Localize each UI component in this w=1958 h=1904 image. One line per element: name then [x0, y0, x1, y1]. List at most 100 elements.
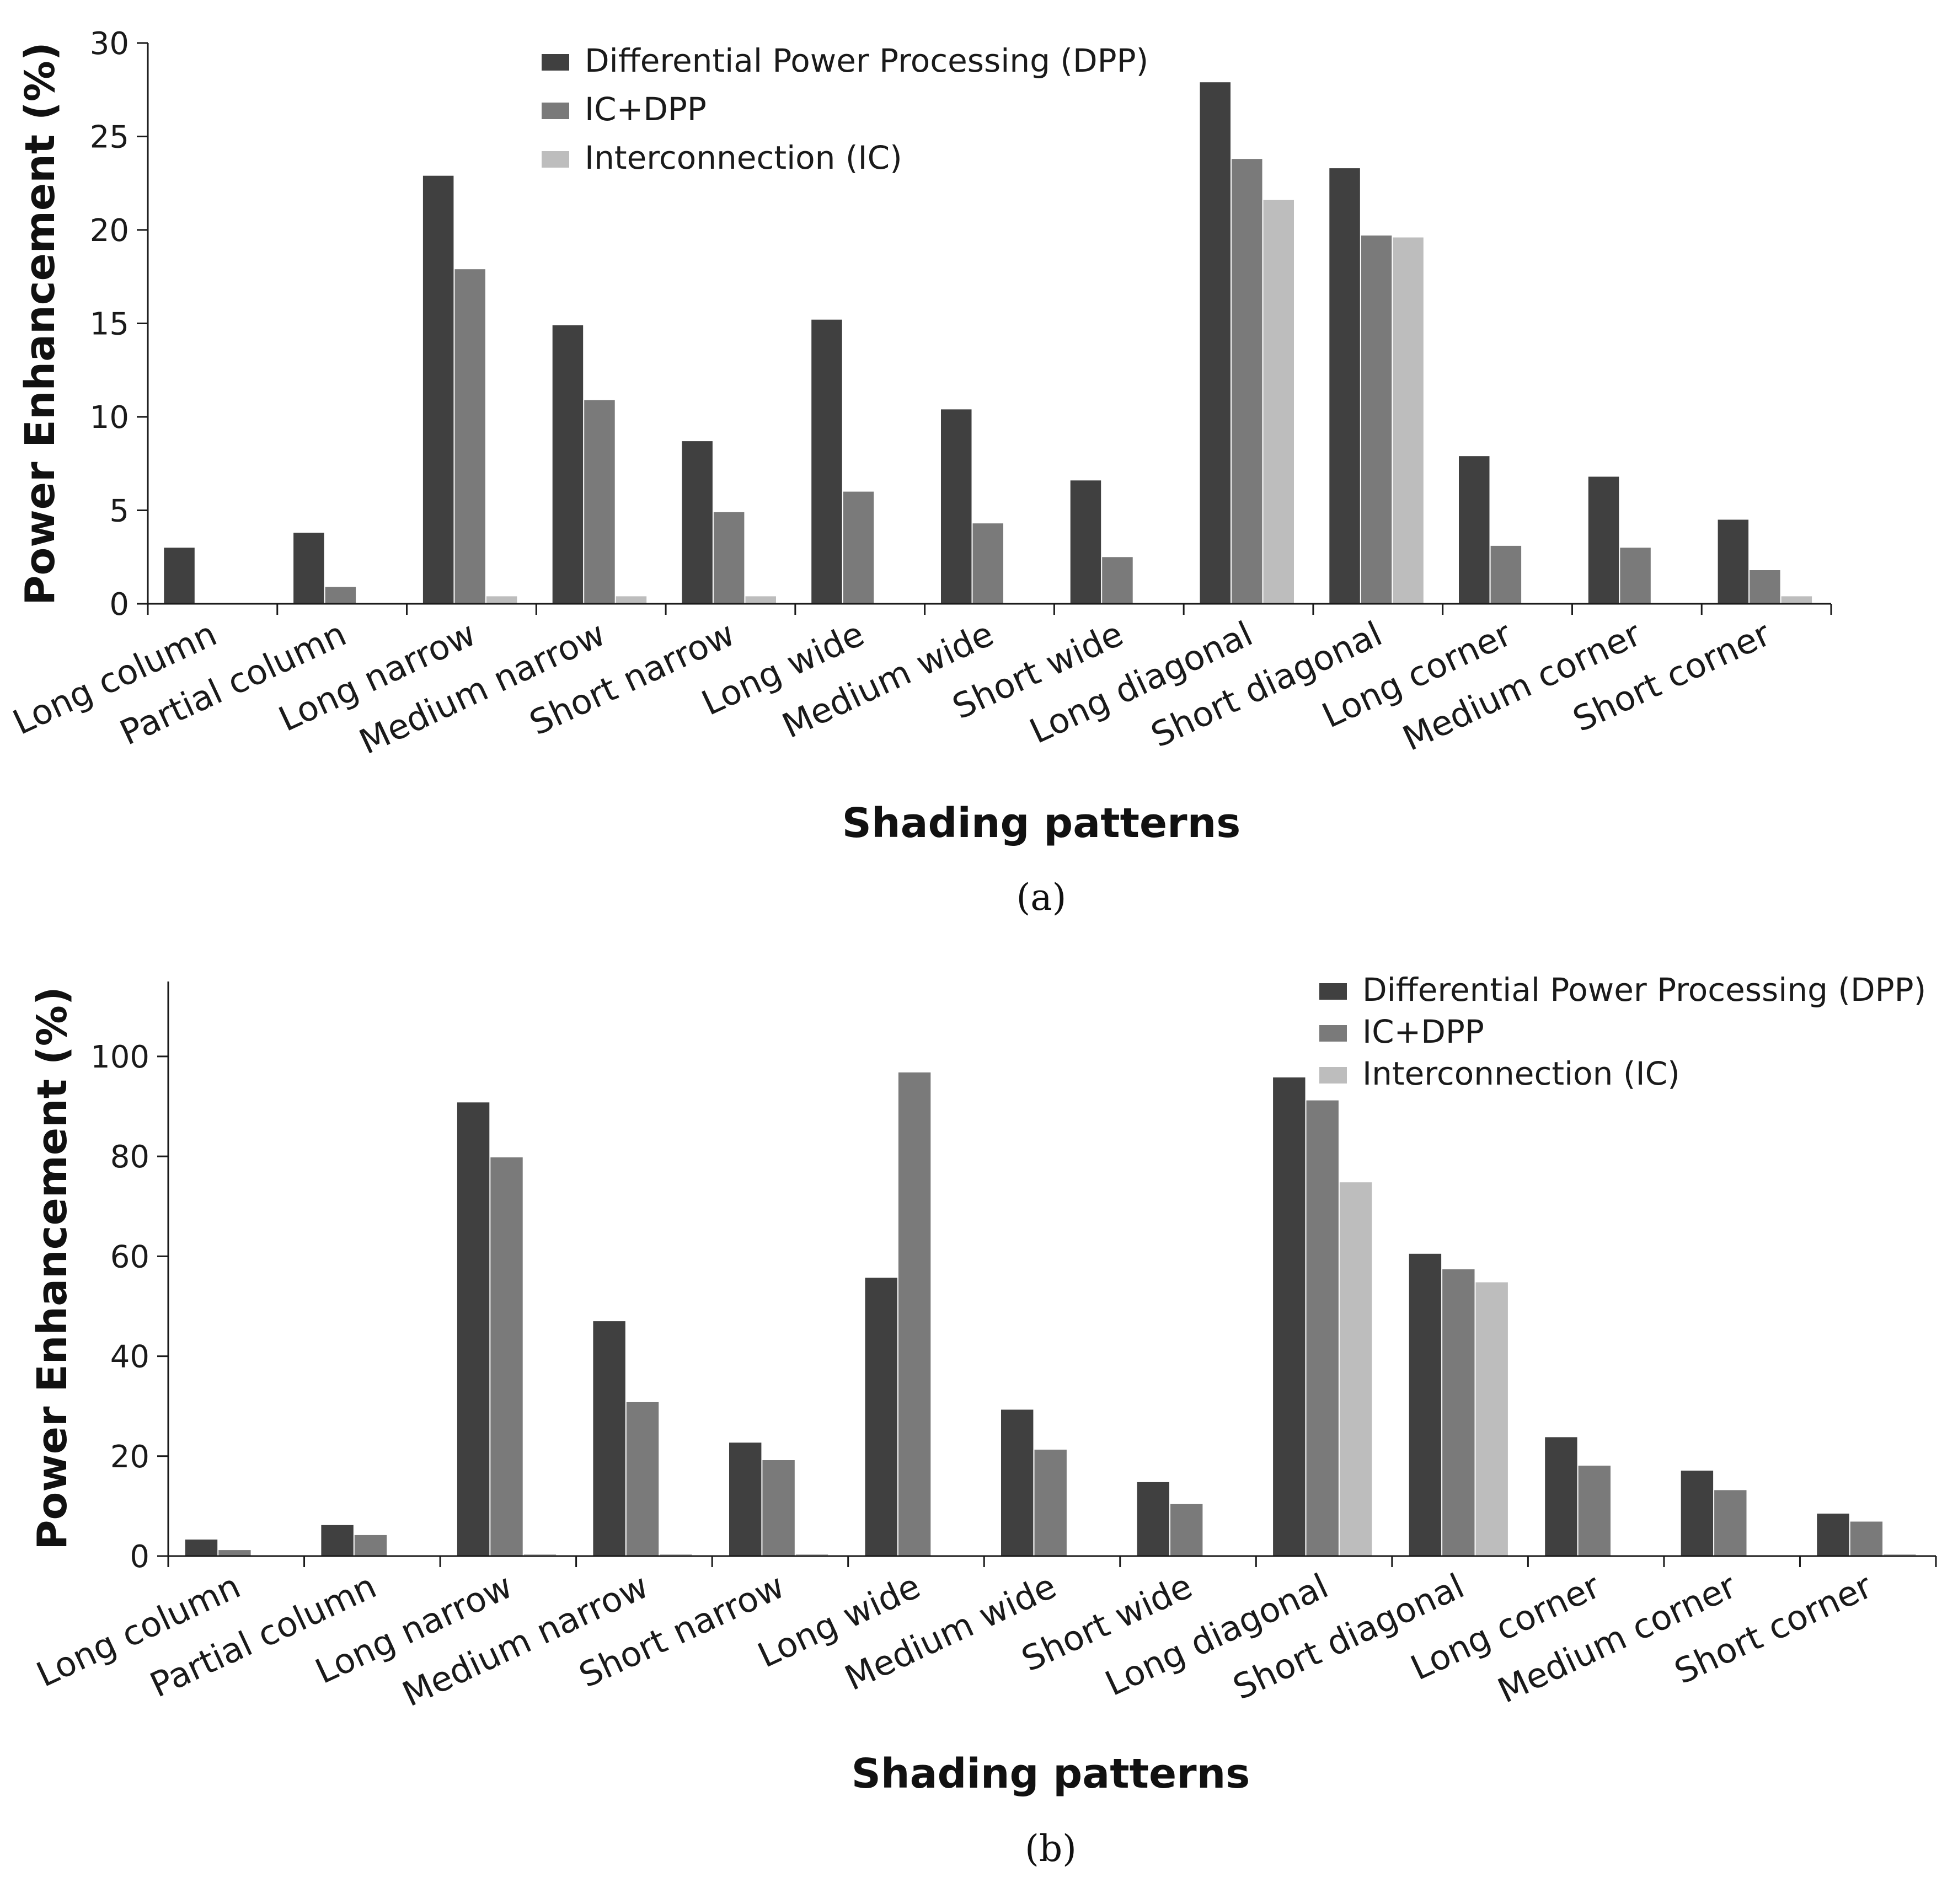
bar-dpp-medium-narrow — [593, 1321, 625, 1556]
bar-ic-long-diagonal — [1263, 200, 1294, 604]
bar-dpp-short-narrow — [729, 1442, 762, 1556]
bar-ic-long-narrow — [523, 1554, 557, 1556]
bar-dpp-long-column — [164, 548, 195, 604]
bar-ic-dpp-short-narrow — [713, 512, 745, 604]
x-axis-title: Shading patterns — [842, 800, 1241, 847]
bar-dpp-long-narrow — [457, 1102, 490, 1556]
bar-dpp-short-diagonal — [1409, 1253, 1442, 1556]
bar-ic-dpp-long-column — [218, 1550, 251, 1556]
bar-dpp-partial-column — [293, 533, 324, 604]
y-tick-label: 30 — [90, 26, 129, 62]
y-tick-label: 10 — [90, 400, 129, 436]
bar-dpp-medium-wide — [941, 409, 972, 604]
bar-dpp-long-wide — [811, 319, 842, 604]
y-tick-label: 40 — [110, 1339, 149, 1375]
legend-swatch — [542, 54, 569, 71]
bar-ic-dpp-long-narrow — [490, 1157, 523, 1556]
y-tick-label: 0 — [109, 587, 129, 623]
bar-dpp-long-narrow — [422, 175, 454, 604]
bar-ic-short-diagonal — [1475, 1282, 1508, 1556]
bar-ic-dpp-short-narrow — [762, 1460, 795, 1556]
bar-ic-short-narrow — [745, 596, 776, 604]
y-tick-label: 80 — [110, 1139, 149, 1175]
x-axis-title: Shading patterns — [852, 1750, 1250, 1798]
bar-ic-short-corner — [1781, 596, 1812, 604]
legend-label: IC+DPP — [585, 90, 707, 128]
bar-dpp-medium-corner — [1588, 476, 1619, 604]
bar-ic-short-diagonal — [1393, 237, 1424, 604]
y-tick-label: 60 — [110, 1239, 149, 1275]
bar-ic-short-corner — [1884, 1554, 1916, 1556]
bar-dpp-medium-corner — [1681, 1471, 1714, 1556]
legend-label: Differential Power Processing (DPP) — [585, 42, 1148, 79]
bar-ic-dpp-short-wide — [1170, 1504, 1203, 1556]
bar-dpp-short-wide — [1070, 480, 1101, 604]
bar-dpp-medium-wide — [1001, 1409, 1034, 1556]
legend-label: IC+DPP — [1362, 1013, 1484, 1050]
bar-ic-dpp-medium-corner — [1714, 1490, 1747, 1556]
legend-swatch — [1319, 1067, 1347, 1084]
bar-dpp-short-diagonal — [1329, 168, 1360, 604]
bar-ic-dpp-long-diagonal — [1232, 159, 1262, 604]
y-axis-title: Power Enhancement (%) — [29, 986, 76, 1549]
bar-dpp-long-corner — [1545, 1437, 1577, 1556]
bar-dpp-long-diagonal — [1273, 1077, 1306, 1556]
bar-ic-dpp-long-corner — [1578, 1466, 1611, 1556]
bar-ic-long-narrow — [486, 596, 517, 604]
bar-ic-short-narrow — [795, 1554, 828, 1556]
bar-ic-dpp-short-diagonal — [1361, 235, 1392, 604]
y-tick-label: 100 — [90, 1039, 149, 1075]
bar-ic-medium-narrow — [660, 1554, 692, 1556]
bar-dpp-short-corner — [1817, 1514, 1849, 1556]
y-tick-label: 25 — [90, 120, 129, 155]
y-tick-label: 0 — [130, 1539, 149, 1575]
bar-ic-dpp-medium-wide — [972, 523, 1003, 604]
bar-dpp-short-corner — [1718, 519, 1749, 604]
bar-dpp-medium-narrow — [552, 325, 584, 604]
legend-swatch — [542, 103, 569, 119]
x-category-label: Short diagonal — [1227, 1565, 1470, 1707]
y-tick-label: 20 — [110, 1439, 149, 1475]
legend-label: Differential Power Processing (DPP) — [1362, 971, 1926, 1009]
legend-swatch — [1319, 983, 1347, 1000]
bar-ic-dpp-medium-narrow — [626, 1402, 659, 1556]
x-category-label: Long diagonal — [1099, 1565, 1334, 1703]
bar-ic-dpp-partial-column — [354, 1535, 387, 1556]
bar-dpp-long-diagonal — [1200, 82, 1231, 604]
bar-ic-long-diagonal — [1339, 1182, 1372, 1556]
legend-label: Interconnection (IC) — [585, 139, 902, 176]
bar-ic-dpp-long-wide — [898, 1072, 931, 1556]
bar-dpp-long-column — [185, 1540, 218, 1556]
x-category-label: Partial column — [144, 1565, 382, 1705]
bar-ic-dpp-long-narrow — [454, 269, 485, 604]
legend-swatch — [542, 151, 569, 168]
bar-dpp-partial-column — [321, 1525, 354, 1556]
y-tick-label: 20 — [90, 213, 129, 249]
bar-ic-dpp-long-diagonal — [1306, 1100, 1339, 1556]
bar-dpp-long-corner — [1459, 456, 1490, 604]
legend-label: Interconnection (IC) — [1362, 1055, 1680, 1092]
bar-ic-dpp-short-corner — [1850, 1521, 1883, 1556]
bar-ic-dpp-long-wide — [843, 491, 874, 604]
legend-swatch — [1319, 1025, 1347, 1042]
bar-dpp-short-wide — [1137, 1482, 1169, 1556]
panel-label: (a) — [1017, 876, 1067, 919]
bar-ic-dpp-partial-column — [325, 587, 356, 604]
y-tick-label: 5 — [109, 494, 129, 529]
bar-dpp-long-wide — [865, 1278, 897, 1556]
bar-ic-dpp-medium-corner — [1620, 548, 1651, 604]
bar-ic-dpp-short-wide — [1102, 557, 1133, 604]
bar-ic-dpp-long-corner — [1490, 545, 1522, 604]
bar-ic-dpp-short-diagonal — [1442, 1269, 1475, 1556]
bar-ic-dpp-medium-narrow — [584, 400, 615, 604]
y-tick-label: 15 — [90, 307, 129, 342]
y-axis-title: Power Enhancement (%) — [17, 42, 64, 605]
panel-label: (b) — [1025, 1827, 1077, 1870]
bar-ic-dpp-medium-wide — [1034, 1450, 1067, 1556]
bar-ic-dpp-short-corner — [1750, 570, 1780, 604]
bar-ic-medium-narrow — [616, 596, 647, 604]
bar-dpp-short-narrow — [682, 441, 713, 604]
